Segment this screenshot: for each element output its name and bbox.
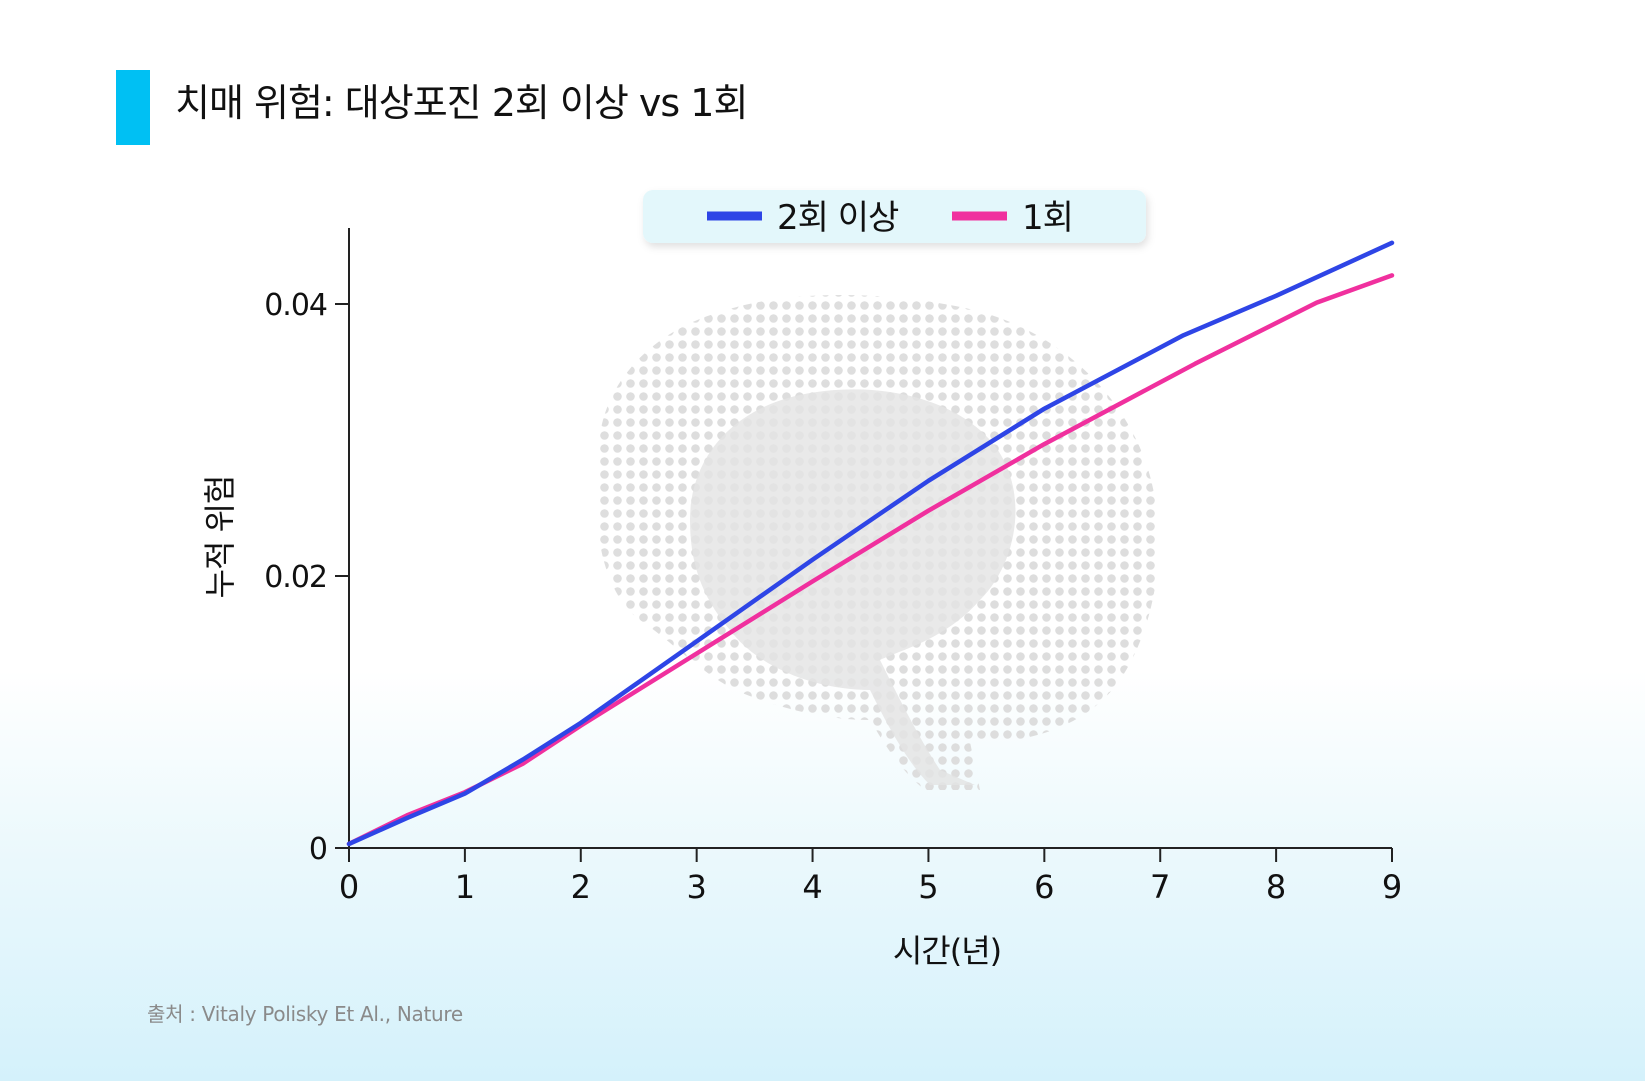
x-ticks: 0 1 2 3 4 5 6 7 8 9 [339, 848, 1402, 906]
legend: 2회 이상 1회 [643, 190, 1146, 243]
legend-box [643, 190, 1146, 243]
chart-title: 치매 위험: 대상포진 2회 이상 vs 1회 [175, 81, 748, 125]
series-line-2plus [346, 240, 1395, 847]
title-accent-bar [116, 70, 150, 145]
y-tick-label: 0.04 [264, 288, 327, 323]
x-tick-label: 0 [339, 868, 359, 906]
x-tick-label: 6 [1034, 868, 1054, 906]
y-tick-label: 0 [309, 832, 327, 867]
x-tick-label: 2 [571, 868, 591, 906]
x-tick-label: 1 [455, 868, 475, 906]
source-note: 출처 : Vitaly Polisky Et Al., Nature [147, 1002, 463, 1026]
x-tick-label: 8 [1266, 868, 1286, 906]
y-ticks: 0 0.02 0.04 [264, 288, 349, 867]
y-tick-label: 0.02 [264, 560, 327, 595]
x-tick-label: 9 [1382, 868, 1402, 906]
y-axis-label: 누적 위험 [201, 476, 239, 599]
x-axis-label: 시간(년) [893, 932, 1001, 970]
x-tick-label: 3 [686, 868, 706, 906]
x-tick-label: 7 [1150, 868, 1170, 906]
series-layer [346, 240, 1395, 847]
x-tick-label: 4 [802, 868, 822, 906]
legend-label-2plus: 2회 이상 [777, 198, 899, 238]
legend-label-1: 1회 [1022, 198, 1073, 238]
axes [348, 228, 1392, 849]
brain-solid [690, 389, 1016, 785]
x-tick-label: 5 [918, 868, 938, 906]
